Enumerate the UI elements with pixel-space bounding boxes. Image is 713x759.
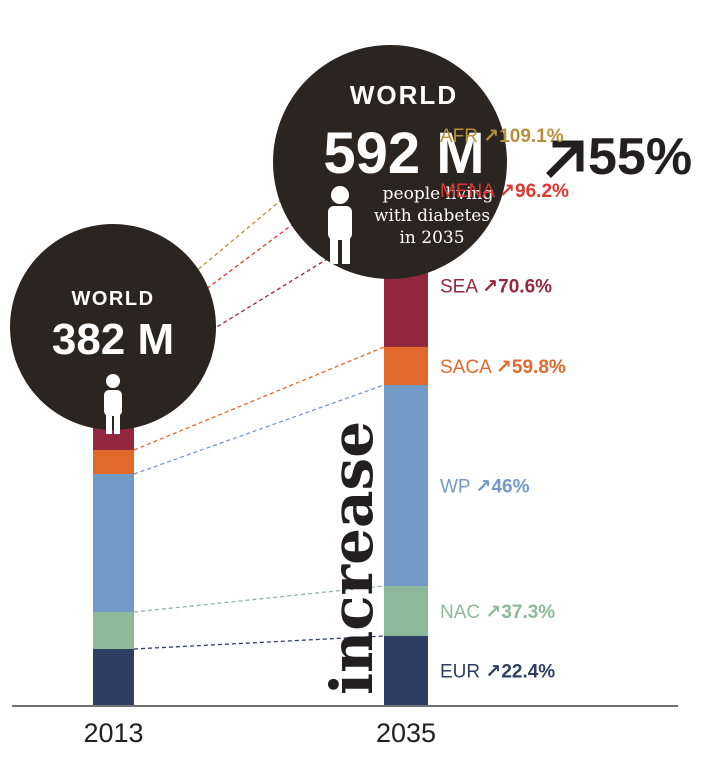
total-change-value: 55% (588, 128, 692, 186)
bar-segment-saca-2013 (93, 450, 134, 474)
world-2013-label: WORLD (71, 288, 154, 310)
world-2013-bubble: WORLD 382 M (10, 224, 216, 434)
world-2013-circle (10, 224, 216, 430)
bar-segment-eur-2013 (93, 649, 134, 705)
world-2013-value: 382 M (52, 315, 174, 364)
region-label-wp: WP ↗46% (440, 476, 530, 498)
connector-saca (133, 346, 385, 451)
bar-segment-wp-2035 (384, 385, 428, 586)
bar-segment-saca-2035 (384, 347, 428, 385)
world-2035-value: 592 M (323, 121, 484, 186)
x-axis-label-2013: 2013 (83, 718, 143, 748)
caption-line-1: people living (383, 184, 494, 204)
region-label-mena: MENA ↗96.2% (440, 180, 569, 202)
caption-line-3: in 2035 (399, 228, 464, 248)
x-axis-label-2035: 2035 (376, 718, 436, 748)
world-2035-label: WORLD (350, 80, 458, 110)
region-label-afr: AFR ↗109.1% (440, 125, 564, 147)
bar-segment-wp-2013 (93, 474, 134, 612)
x-axis-labels: 2013 2035 (83, 718, 436, 748)
caption-line-2: with diabetes (374, 206, 490, 226)
person-icon (104, 374, 122, 434)
connector-wp (133, 384, 385, 475)
region-label-eur: EUR ↗22.4% (440, 661, 555, 683)
region-labels: EUR ↗22.4% NAC ↗37.3% WP ↗46% SACA ↗59.8% SE… (440, 125, 569, 683)
world-2035-bubble: WORLD 592 M people living with diabetes … (273, 45, 507, 279)
increase-label: increase (318, 421, 386, 695)
region-label-sea: SEA ↗70.6% (440, 276, 552, 298)
bar-segment-nac-2035 (384, 586, 428, 636)
bar-segment-nac-2013 (93, 612, 134, 649)
total-change: 55% (546, 128, 692, 186)
up-arrow-icon (546, 140, 584, 178)
region-label-saca: SACA ↗59.8% (440, 356, 566, 378)
region-label-nac: NAC ↗37.3% (440, 601, 555, 623)
connector-afr (133, 113, 385, 324)
bar-segment-eur-2035 (384, 636, 428, 705)
person-icon (328, 186, 352, 264)
